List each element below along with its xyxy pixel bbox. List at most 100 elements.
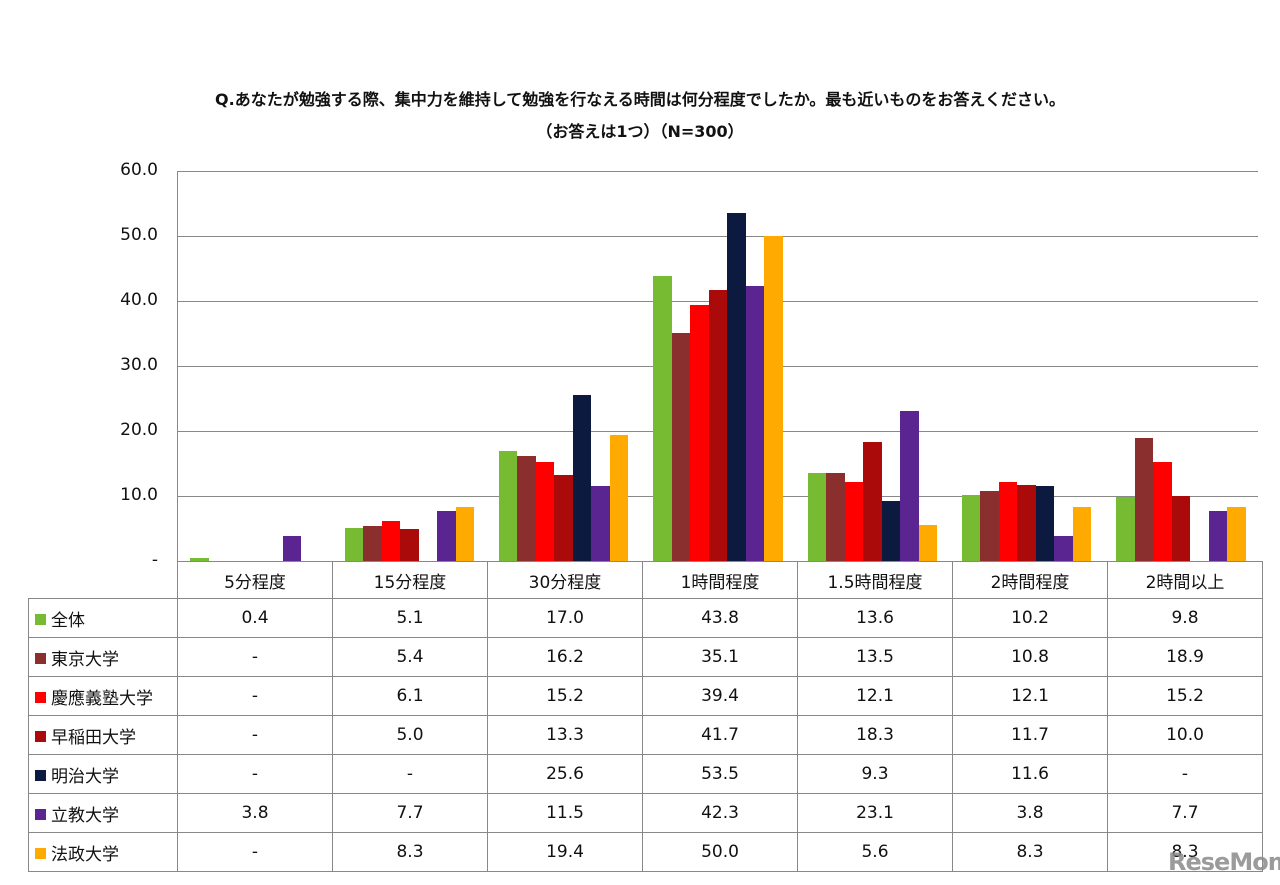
table-cell: 0.4	[177, 598, 333, 638]
table-cell: 53.5	[642, 754, 798, 794]
bar	[344, 527, 364, 561]
bar	[1208, 510, 1228, 561]
y-tick-label: 30.0	[120, 355, 158, 375]
table-row: 全体 0.4 5.1 17.0 43.8 13.6 10.2 9.8	[28, 598, 1263, 638]
bar	[381, 521, 401, 561]
table-cell: 13.3	[487, 715, 643, 755]
bar	[708, 289, 728, 561]
legend-swatch-icon	[35, 769, 46, 781]
bar	[826, 473, 845, 561]
table-cell: 10.8	[952, 637, 1108, 677]
bar	[690, 304, 709, 561]
table-cell: -	[177, 637, 333, 677]
table-row: 慶應義塾大学 -6.1 15.2 39.4 12.1 12.1 15.2	[28, 676, 1263, 716]
table-cell: 39.4	[642, 676, 798, 716]
table-row: 明治大学 - -25.6 53.5 9.3 11.6-	[28, 754, 1263, 794]
bar	[881, 500, 901, 561]
table-cell: 35.1	[642, 637, 798, 677]
category-label: 2時間程度	[952, 561, 1108, 599]
table-cell: 13.5	[797, 637, 953, 677]
table-cell: 23.1	[797, 793, 953, 833]
table-cell: -	[1107, 754, 1263, 794]
table-cell: 5.0	[332, 715, 488, 755]
legend-swatch-icon	[35, 847, 46, 859]
chart-subtitle: （お答えは1つ）（N=300）	[536, 122, 744, 141]
series-name: 慶應義塾大学	[51, 688, 153, 709]
bar	[455, 507, 475, 561]
table-row: 立教大学 3.8 7.7 11.5 42.3 23.1 3.8 7.7	[28, 793, 1263, 833]
y-tick-label: 60.0	[120, 160, 158, 180]
table-cell: 41.7	[642, 715, 798, 755]
series-name: 立教大学	[51, 805, 119, 826]
table-cell: 7.7	[332, 793, 488, 833]
table-cell: 10.0	[1107, 715, 1263, 755]
bar	[1227, 507, 1246, 561]
legend-item: 慶應義塾大学	[28, 676, 178, 716]
table-cell: 18.3	[797, 715, 953, 755]
table-row: 東京大学 -5.4 16.2 35.1 13.5 10.8 18.9	[28, 637, 1263, 677]
table-cell: 15.2	[1107, 676, 1263, 716]
bar	[844, 482, 864, 561]
legend-swatch-icon	[35, 691, 46, 703]
bar	[764, 236, 783, 561]
series-name: 明治大学	[51, 766, 119, 787]
bar	[517, 455, 536, 561]
bar	[671, 332, 691, 561]
bar	[1171, 496, 1191, 561]
legend-item: 全体	[28, 598, 178, 638]
bar	[1134, 438, 1154, 561]
table-cell: 5.1	[332, 598, 488, 638]
table-cell: 19.4	[487, 832, 643, 872]
category-label: 15分程度	[332, 561, 488, 599]
bar	[727, 213, 746, 561]
table-cell: 13.6	[797, 598, 953, 638]
bar	[554, 474, 573, 561]
bar	[437, 510, 456, 561]
plot-area	[177, 171, 1258, 561]
bar	[1153, 462, 1172, 561]
table-cell: 15.2	[487, 676, 643, 716]
table-cell: 50.0	[642, 832, 798, 872]
bar	[535, 462, 555, 561]
table-cell: 8.3	[952, 832, 1108, 872]
table-cell: 5.6	[797, 832, 953, 872]
category-label: 30分程度	[487, 561, 643, 599]
legend-swatch-icon	[35, 730, 46, 742]
bar	[900, 410, 919, 561]
series-name: 法政大学	[51, 844, 119, 865]
bar	[807, 472, 827, 561]
table-cell: -	[177, 676, 333, 716]
series-name: 全体	[51, 610, 85, 631]
legend-swatch-icon	[35, 613, 46, 625]
table-cell: 3.8	[177, 793, 333, 833]
chart-title: Q.あなたが勉強する際、集中力を維持して勉強を行なえる時間は何分程度でしたか。最…	[215, 90, 1065, 109]
gridline	[178, 236, 1258, 237]
series-name: 早稲田大学	[51, 727, 136, 748]
table-cell: 42.3	[642, 793, 798, 833]
bar	[572, 394, 592, 561]
table-cell: 43.8	[642, 598, 798, 638]
bar	[998, 482, 1018, 561]
y-tick-label: -	[151, 550, 158, 570]
legend-item: 早稲田大学	[28, 715, 178, 755]
table-cell: 10.2	[952, 598, 1108, 638]
bar	[1116, 497, 1135, 561]
gridline	[178, 171, 1258, 172]
legend-swatch-icon	[35, 808, 46, 820]
table-cell: 6.1	[332, 676, 488, 716]
table-cell: -	[177, 832, 333, 872]
y-tick-label: 40.0	[120, 290, 158, 310]
table-cell: 3.8	[952, 793, 1108, 833]
y-tick-label: 10.0	[120, 485, 158, 505]
bar	[363, 525, 382, 561]
table-cell: 7.7	[1107, 793, 1263, 833]
table-cell: -	[177, 754, 333, 794]
bar	[980, 490, 999, 561]
table-cell: 25.6	[487, 754, 643, 794]
bar	[591, 486, 610, 561]
legend-item: 明治大学	[28, 754, 178, 794]
bar	[1017, 484, 1036, 561]
legend-item: 法政大学	[28, 832, 178, 872]
bar	[918, 524, 938, 561]
bar	[609, 434, 629, 561]
